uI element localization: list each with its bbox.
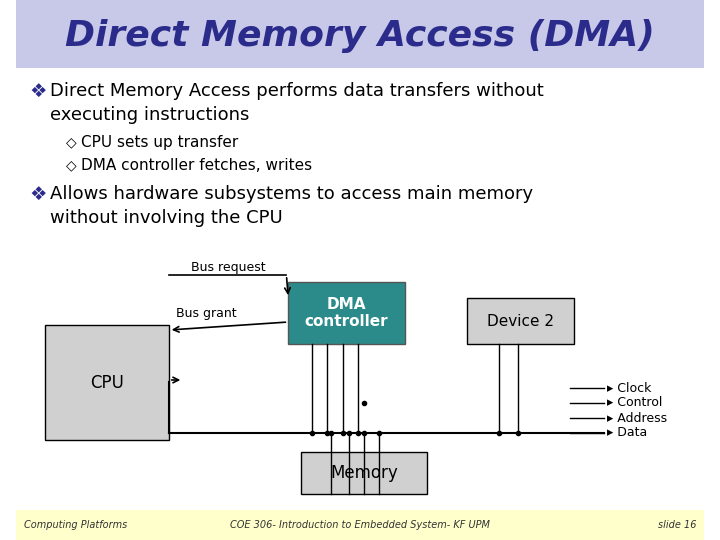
Text: Bus grant: Bus grant (176, 307, 237, 321)
Text: ◇: ◇ (66, 158, 76, 172)
Text: ❖: ❖ (30, 185, 47, 204)
Text: COE 306- Introduction to Embedded System- KF UPM: COE 306- Introduction to Embedded System… (230, 520, 490, 530)
Bar (16, 510, 704, 540)
Text: ▸ Control: ▸ Control (607, 396, 662, 409)
Text: ▸ Clock: ▸ Clock (607, 381, 651, 395)
Text: Computing Platforms: Computing Platforms (24, 520, 127, 530)
Text: Memory: Memory (330, 464, 397, 482)
Text: Direct Memory Access performs data transfers without: Direct Memory Access performs data trans… (50, 82, 544, 100)
Text: DMA
controller: DMA controller (305, 297, 388, 329)
Text: CPU sets up transfer: CPU sets up transfer (81, 135, 238, 150)
Text: Direct Memory Access (DMA): Direct Memory Access (DMA) (65, 19, 655, 53)
Bar (288, 282, 405, 344)
Text: Bus request: Bus request (191, 261, 266, 274)
Bar (16, 0, 704, 68)
Bar (301, 452, 427, 494)
Bar (45, 325, 168, 440)
Text: slide 16: slide 16 (658, 520, 696, 530)
Text: ❖: ❖ (30, 82, 47, 101)
Bar (467, 298, 574, 344)
Text: Allows hardware subsystems to access main memory: Allows hardware subsystems to access mai… (50, 185, 534, 203)
Text: executing instructions: executing instructions (50, 106, 250, 124)
Text: CPU: CPU (90, 374, 124, 391)
Text: ▸ Data: ▸ Data (607, 427, 647, 440)
Text: without involving the CPU: without involving the CPU (50, 209, 283, 227)
Text: Device 2: Device 2 (487, 314, 554, 328)
Text: ◇: ◇ (66, 135, 76, 149)
Text: ▸ Address: ▸ Address (607, 411, 667, 424)
Text: DMA controller fetches, writes: DMA controller fetches, writes (81, 158, 312, 173)
